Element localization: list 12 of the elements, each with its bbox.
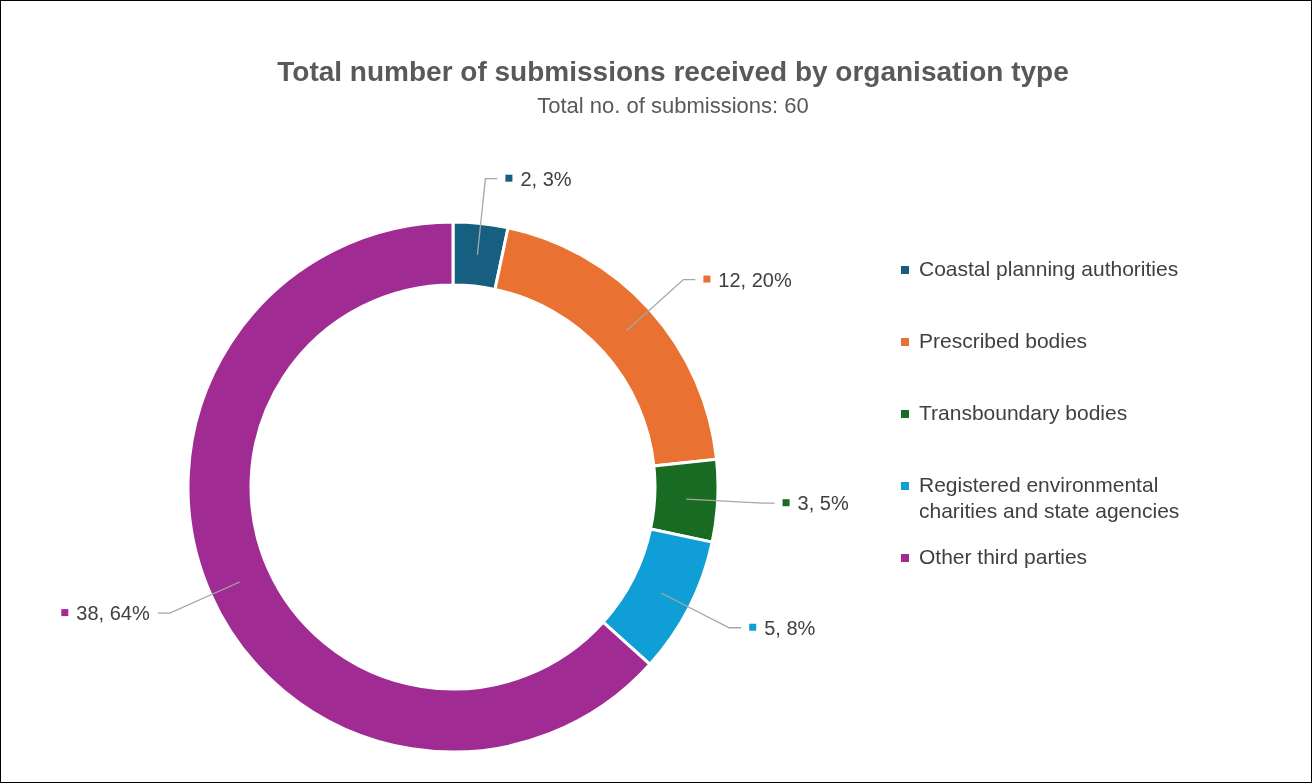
legend-label: Transboundary bodies (919, 400, 1128, 426)
data-label: 12, 20% (718, 268, 792, 291)
legend-label: Other third parties (919, 544, 1088, 570)
data-label: 38, 64% (76, 602, 150, 625)
data-label: 3, 5% (797, 492, 849, 515)
data-label: 5, 8% (764, 616, 816, 639)
legend-label: Prescribed bodies (919, 328, 1088, 354)
chart-subtitle: Total no. of submissions: 60 (536, 93, 810, 119)
data-label: 2, 3% (520, 167, 572, 190)
chart-title: Total number of submissions received by organisation type (276, 56, 1070, 88)
legend-label: Registered environmental charities and state agencies (919, 472, 1181, 524)
legend-label: Coastal planning authorities (919, 256, 1179, 282)
